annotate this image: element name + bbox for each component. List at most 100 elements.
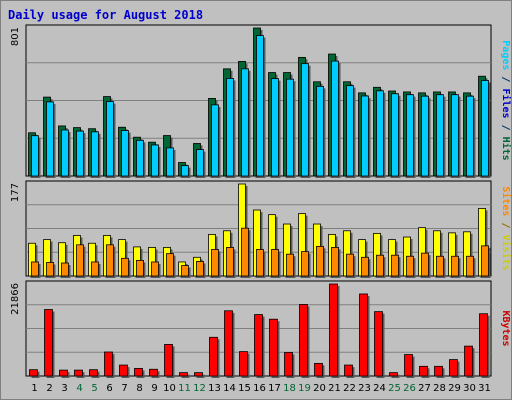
x-tick-label-day-20: 20: [313, 383, 326, 394]
bar-files-day-14-face: [226, 78, 234, 177]
bar-sites-day-20: [316, 245, 326, 278]
bar-files-day-4-face: [76, 130, 84, 177]
bar-files-day-2-face: [46, 101, 54, 177]
bar-kbytes-day-20: [314, 362, 325, 378]
bar-kbytes-day-8: [134, 368, 145, 378]
bar-kbytes-day-16: [254, 314, 265, 378]
series-side-label: Pages / Files / Hits: [500, 40, 512, 160]
x-tick-label-day-1: 1: [31, 383, 37, 394]
bar-files-day-18-face: [286, 78, 294, 177]
bar-kbytes-day-23: [359, 293, 370, 378]
bar-kbytes-day-10-face: [164, 344, 173, 377]
bar-files-day-16-face: [256, 35, 264, 177]
bar-files-day-22: [346, 85, 356, 178]
bar-files-day-30-face: [466, 95, 474, 177]
bar-sites-day-10: [166, 253, 176, 278]
bar-kbytes-day-22: [344, 364, 355, 378]
series-side-label-part: Files: [500, 88, 512, 118]
bar-kbytes-day-27: [419, 365, 430, 378]
bar-sites-day-26: [406, 255, 416, 278]
x-tick-label-day-11: 11: [178, 383, 191, 394]
bar-sites-day-2: [46, 262, 56, 278]
bar-sites-day-14: [226, 247, 236, 278]
bar-files-day-20: [316, 85, 326, 178]
bar-kbytes-day-13: [209, 336, 220, 378]
bar-files-day-13-face: [211, 104, 219, 177]
bar-files-day-6-face: [106, 101, 114, 177]
series-side-label: Sites / Visits: [500, 186, 512, 270]
bar-kbytes-day-9-face: [149, 368, 158, 377]
bar-sites-day-7: [121, 257, 131, 278]
bar-files-day-29-face: [451, 94, 459, 177]
bar-sites-day-25-face: [391, 254, 399, 277]
bar-kbytes-day-17-face: [269, 318, 278, 377]
bar-kbytes-day-5-face: [89, 369, 98, 377]
axis-max-label: 177: [10, 183, 21, 202]
bar-files-day-19-face: [301, 63, 309, 177]
bar-sites-day-7-face: [121, 257, 129, 277]
bar-files-day-21: [331, 60, 341, 179]
bar-kbytes-day-1-face: [29, 369, 38, 377]
bar-sites-day-29: [451, 255, 461, 278]
x-tick-label-day-6: 6: [106, 383, 112, 394]
bar-kbytes-day-29-face: [449, 359, 458, 377]
bar-files-day-7: [121, 130, 131, 178]
bar-files-day-1-face: [31, 135, 39, 177]
bar-sites-day-5-face: [91, 261, 99, 277]
x-tick-label-day-3: 3: [61, 383, 67, 394]
bar-kbytes-day-26: [404, 354, 415, 378]
x-tick-label-day-10: 10: [163, 383, 176, 394]
bar-sites-day-13: [211, 249, 221, 278]
x-tick-label-day-9: 9: [151, 383, 157, 394]
x-tick-label-day-21: 21: [328, 383, 341, 394]
x-tick-label-day-18: 18: [283, 383, 296, 394]
bar-files-day-9-face: [151, 144, 159, 177]
bar-kbytes-day-28: [434, 365, 445, 378]
bar-sites-day-21: [331, 247, 341, 278]
bar-files-day-28: [436, 94, 446, 178]
bar-sites-day-20-face: [316, 245, 324, 277]
bar-kbytes-day-21-face: [329, 283, 338, 377]
bar-sites-day-16-face: [256, 249, 264, 277]
bar-files-day-10: [166, 147, 176, 178]
bar-sites-day-13-face: [211, 249, 219, 277]
bar-kbytes-day-12-face: [194, 372, 203, 377]
bar-sites-day-4-face: [76, 244, 84, 277]
bar-kbytes-day-12: [194, 372, 205, 378]
x-tick-label-day-27: 27: [418, 383, 431, 394]
x-tick-label-day-15: 15: [238, 383, 251, 394]
bar-sites-day-18: [286, 253, 296, 278]
panel-hits-files-pages: 801 Pages / Files / Hits: [10, 24, 512, 179]
bar-kbytes-day-24: [374, 311, 385, 378]
bar-files-day-27: [421, 95, 431, 178]
x-tick-label-day-28: 28: [433, 383, 446, 394]
bar-files-day-25-face: [391, 93, 399, 177]
series-side-label: KBytes: [500, 310, 511, 346]
bar-files-day-8-face: [136, 139, 144, 177]
bar-files-day-15: [241, 68, 251, 178]
bar-sites-day-14-face: [226, 247, 234, 277]
bar-kbytes-day-31-face: [479, 313, 488, 377]
bar-sites-day-3-face: [61, 262, 69, 277]
bar-kbytes-day-10: [164, 344, 175, 378]
bar-kbytes-day-25-face: [389, 372, 398, 377]
series-side-label-part: KBytes: [500, 310, 511, 346]
bar-files-day-8: [136, 139, 146, 178]
bar-kbytes-day-4-face: [74, 369, 83, 377]
bar-files-day-24-face: [376, 90, 384, 177]
bar-kbytes-day-9: [149, 368, 160, 378]
bar-kbytes-day-4: [74, 369, 85, 378]
x-tick-label-day-16: 16: [253, 383, 266, 394]
bar-files-day-17-face: [271, 78, 279, 177]
bar-kbytes-day-1: [29, 369, 40, 378]
x-tick-label-day-8: 8: [136, 383, 142, 394]
bar-kbytes-day-23-face: [359, 293, 368, 377]
bar-kbytes-day-30-face: [464, 345, 473, 377]
bar-files-day-31: [481, 80, 491, 178]
bar-sites-day-23: [361, 256, 371, 278]
bar-sites-day-9-face: [151, 261, 159, 277]
x-tick-label-day-2: 2: [46, 383, 52, 394]
bar-kbytes-day-11-face: [179, 372, 188, 377]
bar-sites-day-6-face: [106, 244, 114, 277]
